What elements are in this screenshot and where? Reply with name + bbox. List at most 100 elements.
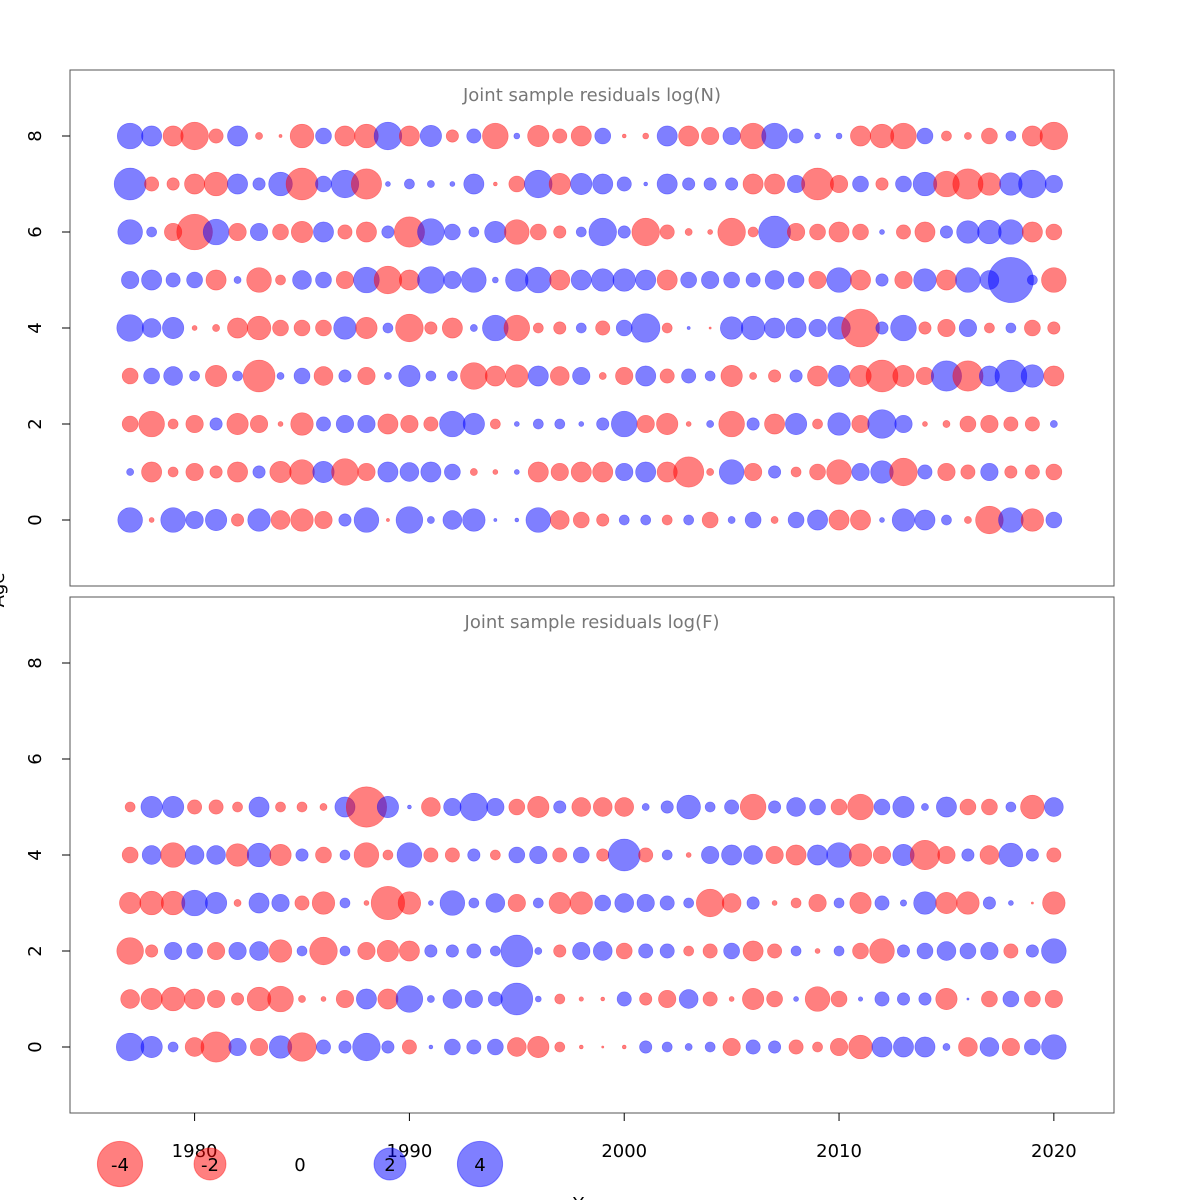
bubble [278, 134, 283, 138]
bubble [979, 845, 1000, 865]
bubble [701, 511, 719, 529]
bubble [386, 518, 390, 522]
bubble [1008, 900, 1014, 906]
bubble [661, 849, 673, 861]
bubble [200, 1031, 232, 1063]
bubble [233, 899, 242, 907]
bubble [444, 1038, 461, 1056]
bubble [311, 891, 336, 915]
bubble [828, 364, 851, 388]
bubble [913, 268, 937, 292]
bubble [164, 941, 183, 961]
bubble [939, 225, 953, 239]
bubble [572, 366, 591, 386]
bubble [357, 941, 376, 961]
bubble [592, 461, 614, 483]
bubble [395, 313, 424, 343]
bubble [532, 897, 544, 909]
bubble [958, 1037, 978, 1057]
bubble [119, 891, 142, 915]
bubble [467, 848, 481, 862]
bubble [873, 798, 891, 816]
bubble [505, 364, 529, 388]
bubble [246, 267, 272, 293]
bubble [835, 132, 843, 140]
bubble [466, 943, 482, 959]
bubble [717, 217, 746, 247]
bubble [205, 269, 227, 291]
bubble [921, 803, 929, 811]
bubble [768, 369, 782, 383]
bubble [527, 365, 549, 387]
bubble [160, 986, 186, 1012]
bubble [334, 125, 356, 147]
bubble [660, 800, 674, 814]
bubble [444, 463, 461, 481]
bubble [790, 945, 802, 957]
bubble [857, 996, 864, 1002]
bubble [248, 892, 270, 914]
bubble [397, 891, 422, 915]
bubble [790, 897, 802, 909]
bubble [575, 226, 587, 238]
bubble [869, 123, 895, 149]
bubble [941, 130, 952, 142]
bubble [552, 847, 568, 863]
bubble [980, 414, 999, 434]
bubble [659, 224, 675, 240]
bubble [534, 947, 543, 955]
bubble [909, 839, 940, 871]
bubble [377, 988, 399, 1010]
bubble [400, 414, 419, 434]
bubble [232, 801, 243, 813]
bubble [598, 372, 607, 380]
bubble [742, 940, 764, 962]
bubble [683, 514, 695, 526]
bubble [592, 797, 613, 817]
bubble [508, 798, 526, 816]
bubble [205, 508, 228, 532]
bubble [357, 366, 376, 386]
bubble [492, 276, 499, 284]
bubble [615, 462, 634, 482]
bubble [596, 417, 610, 431]
bubble [701, 126, 720, 146]
bubble [141, 269, 163, 291]
y-tick-label: 2 [25, 945, 46, 956]
bubble [443, 797, 462, 817]
bubble [121, 846, 139, 864]
bubble [848, 843, 873, 867]
bubble [615, 942, 633, 960]
bubble [659, 895, 675, 911]
bubble [507, 893, 526, 913]
bubble [295, 848, 309, 862]
bubble [290, 508, 314, 532]
bubble [936, 269, 957, 291]
bubble [141, 125, 163, 147]
bubble [937, 845, 956, 865]
bubble [419, 124, 442, 148]
bubble [787, 271, 805, 289]
bubble [595, 320, 611, 336]
legend-label: -4 [111, 1155, 129, 1176]
bubble [600, 996, 605, 1002]
bubble [656, 269, 678, 291]
bubble [959, 942, 977, 960]
bubble [489, 849, 501, 861]
bubble [141, 318, 162, 338]
bubble [269, 460, 292, 484]
bubble [740, 315, 766, 341]
bubble [277, 421, 284, 427]
bubble [658, 989, 677, 1009]
bubble [287, 1032, 317, 1062]
bubble [874, 895, 890, 911]
bubble [249, 1037, 269, 1057]
bubble [292, 270, 312, 290]
bubble [875, 177, 889, 191]
bubble [739, 793, 767, 821]
legend-bubble [193, 1147, 227, 1181]
bubble [356, 221, 377, 243]
bubble [788, 1039, 804, 1055]
bubble [296, 801, 308, 813]
y-tick-label: 0 [25, 1041, 46, 1052]
